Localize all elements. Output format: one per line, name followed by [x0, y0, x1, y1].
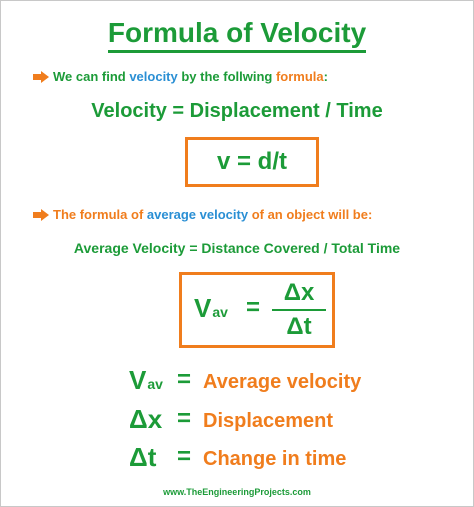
definition-symbol: Δt [129, 442, 157, 472]
definition-meaning: Displacement [203, 410, 334, 432]
definition-meaning: Change in time [203, 448, 347, 470]
definition-row: Vav = Average velocity [1, 367, 473, 397]
velocity-formula-box: v = d/t [185, 137, 319, 187]
velocity-word-formula: Velocity = Displacement / Time [91, 100, 383, 122]
average-velocity-formula-box: Vav = Δx Δt [179, 272, 335, 348]
page-title: Formula of Velocity [1, 17, 473, 53]
equals-sign: = [246, 294, 261, 321]
definition-row: Δt = Change in time [1, 444, 473, 474]
average-intro-line: The formula of average velocity of an ob… [33, 207, 372, 223]
denominator: Δt [286, 313, 312, 340]
fraction-bar [272, 309, 326, 311]
arrow-right-icon [33, 71, 49, 83]
definition-equals: = [177, 405, 192, 432]
website-footer: www.TheEngineeringProjects.com [163, 487, 311, 497]
vav-symbol: Vav [194, 293, 228, 323]
fraction: Δx Δt [270, 279, 328, 341]
definition-equals: = [177, 366, 192, 393]
definition-equals: = [177, 443, 192, 470]
intro-line: We can find velocity by the follwing for… [33, 69, 328, 85]
definition-row: Δx = Displacement [1, 406, 473, 436]
definition-meaning: Average velocity [203, 371, 362, 393]
definition-symbol: Vav [129, 365, 163, 395]
average-velocity-word-formula: Average Velocity = Distance Covered / To… [73, 240, 401, 256]
numerator: Δx [283, 279, 315, 306]
arrow-right-icon [33, 209, 49, 221]
definition-symbol: Δx [129, 404, 163, 434]
